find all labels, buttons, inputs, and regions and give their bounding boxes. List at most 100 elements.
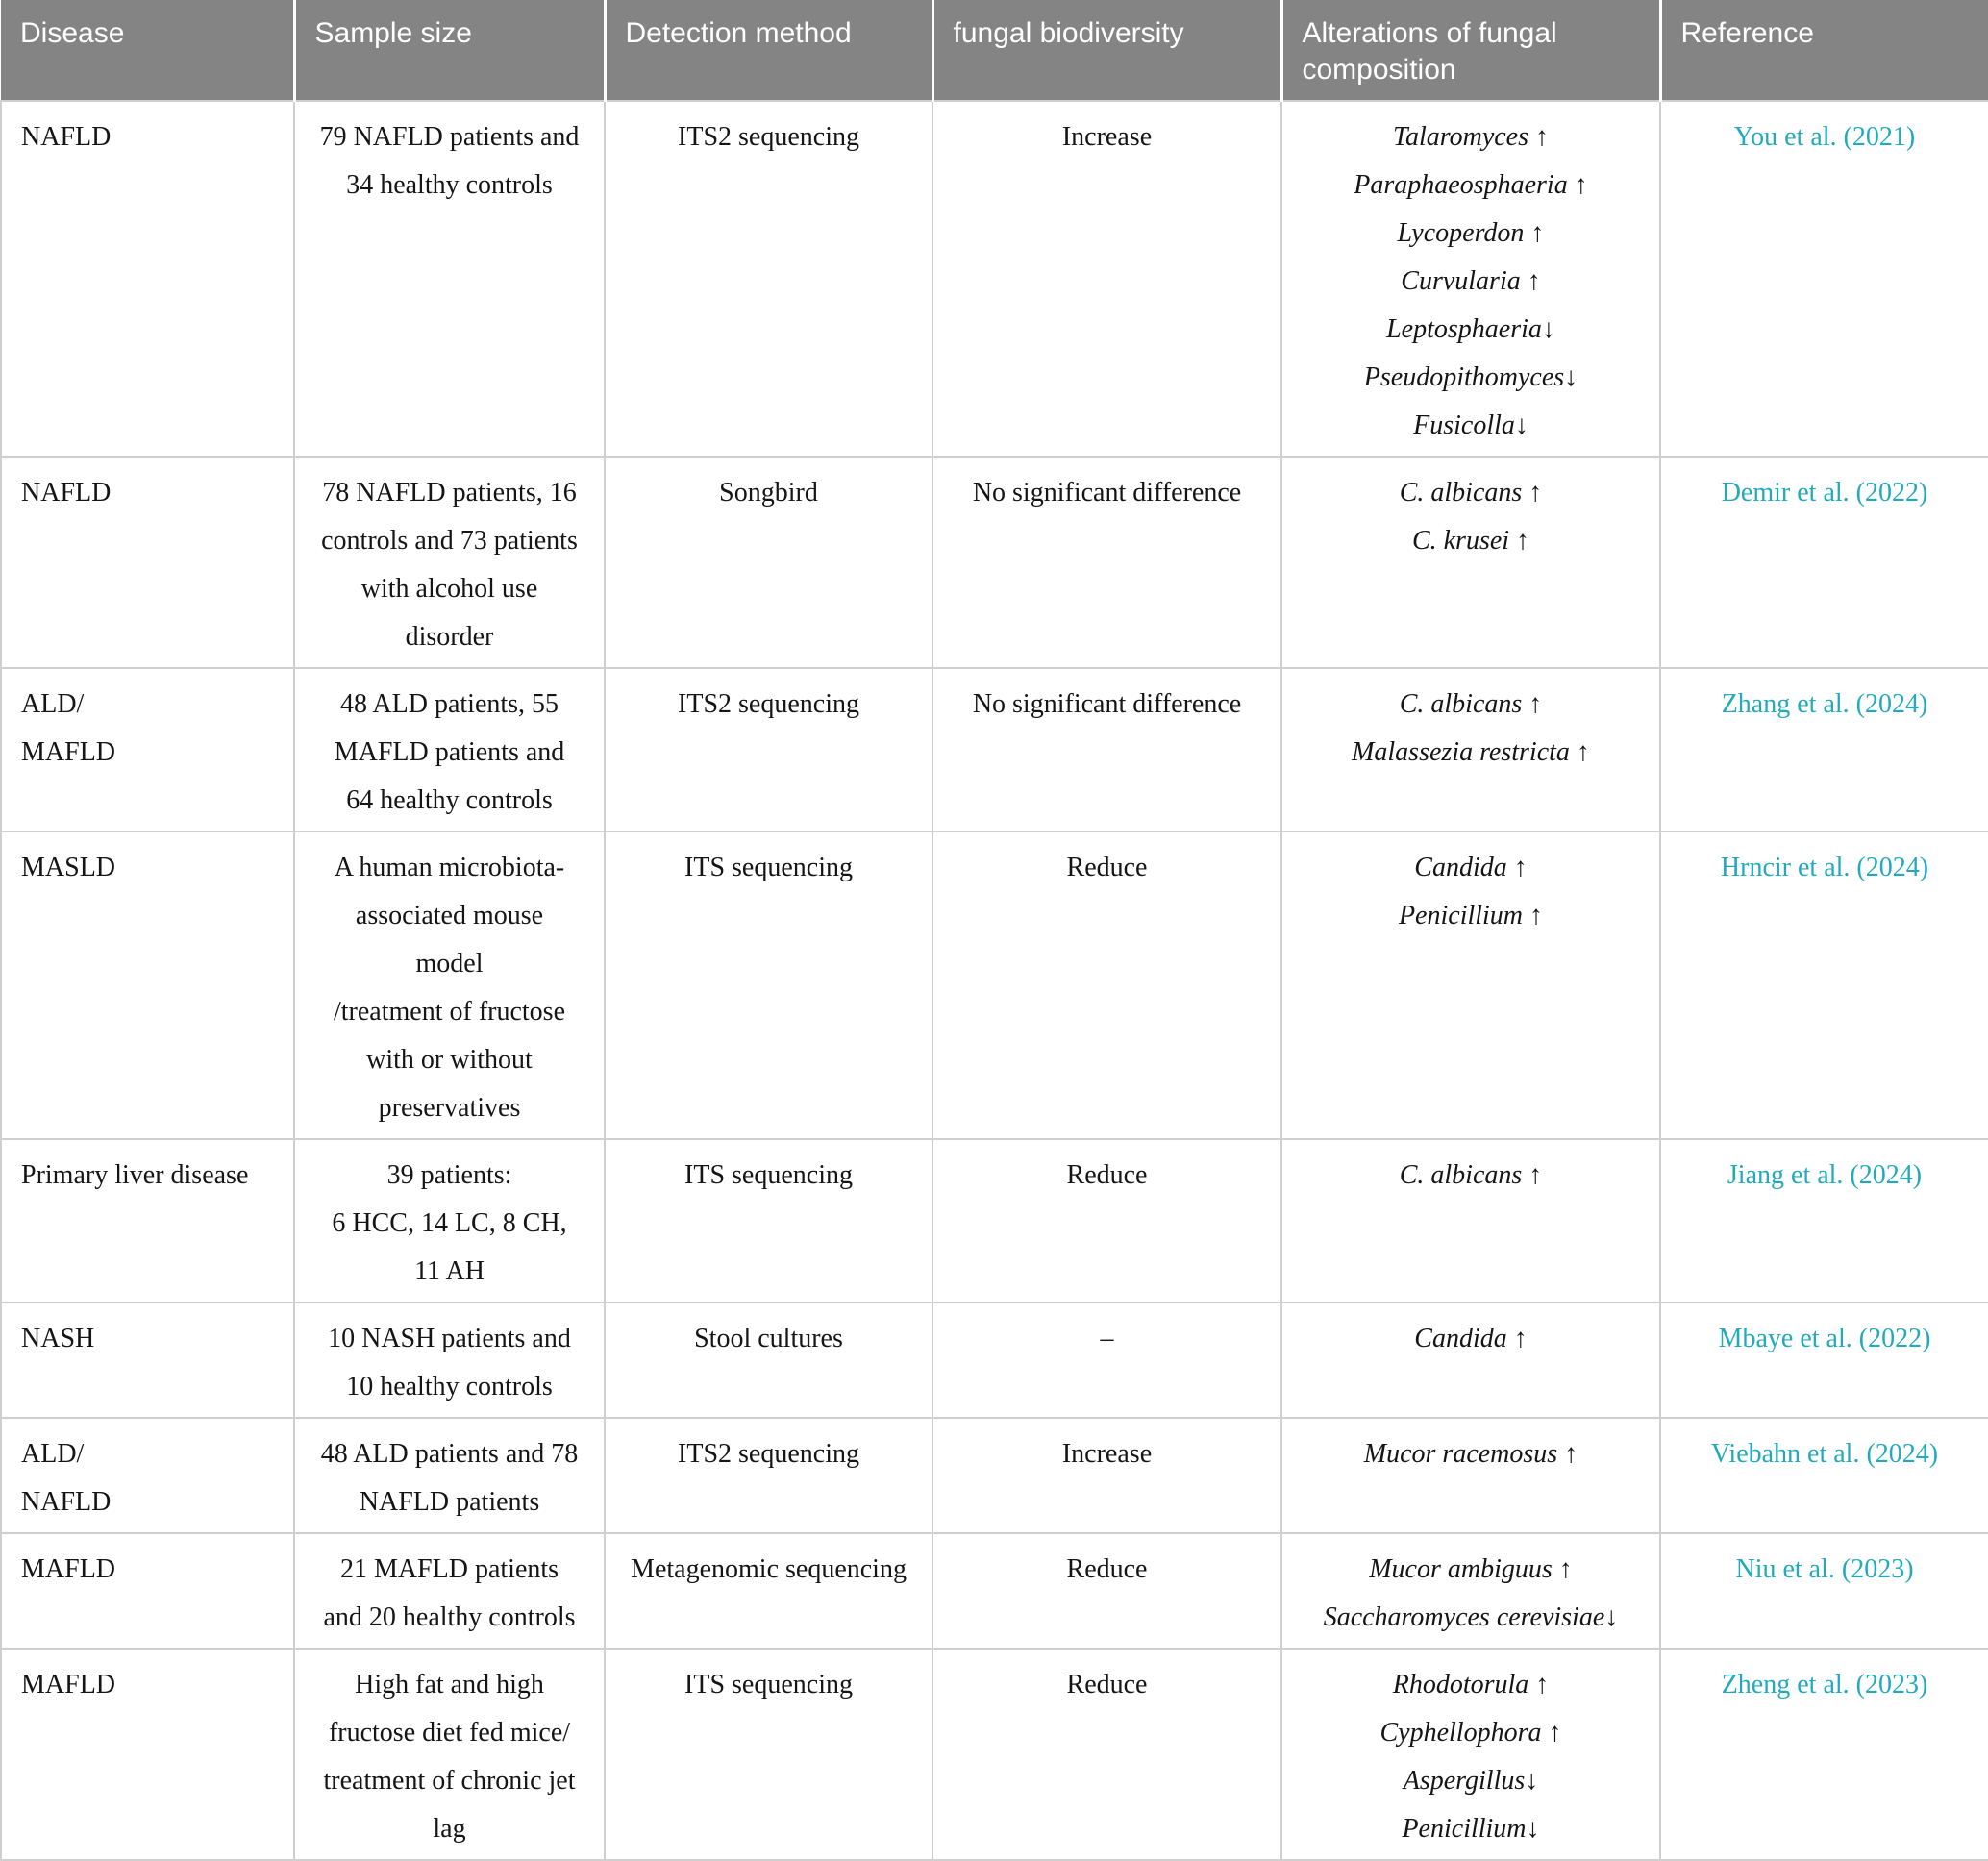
sample-size-line: and 20 healthy controls (323, 1602, 576, 1632)
alterations-line: Penicillium ↑ (1398, 901, 1544, 930)
column-header-alterations: Alterations of fungal composition (1280, 0, 1660, 102)
reference-line: Viebahn et al. (2024) (1669, 1430, 1980, 1478)
detection-method-cell: ITS2 sequencing (604, 100, 933, 458)
reference-line: Demir et al. (2022) (1669, 469, 1980, 517)
disease-line: NAFLD (21, 478, 112, 508)
fungal-biodiversity-line: Reduce (1066, 1160, 1148, 1190)
table-body: NAFLD 79 NAFLD patients and 34 healthy con… (0, 100, 1988, 1861)
sample-size-cell: A human microbiota-associated mouse model… (293, 831, 606, 1140)
column-header-reference: Reference (1658, 0, 1988, 102)
fungal-biodiversity-line: Reduce (1066, 1670, 1148, 1700)
sample-size-line: 48 ALD patients and 78 (320, 1439, 579, 1469)
sample-size-cell: 79 NAFLD patients and 34 healthy controls (293, 100, 606, 458)
fungal-biodiversity-line: No significant difference (972, 689, 1242, 719)
sample-size-line: 78 NAFLD patients, 16 (322, 478, 577, 508)
sample-size-line: High fat and high (355, 1670, 544, 1700)
sample-size-line: 6 HCC, 14 LC, 8 CH, (332, 1208, 567, 1238)
disease-cell: MAFLD (0, 1532, 295, 1650)
detection-method-cell: ITS2 sequencing (604, 1417, 933, 1534)
alterations-line: Curvularia ↑ (1401, 266, 1541, 296)
disease-line: MAFLD (21, 1554, 116, 1584)
alterations-line: Leptosphaeria↓ (1386, 314, 1555, 344)
table-row: Primary liver disease 39 patients: 6 HCC, … (0, 1138, 1988, 1303)
reference-link[interactable]: Niu et al. (2023) (1735, 1554, 1914, 1584)
fungal-biodiversity-cell: Reduce (932, 1532, 1282, 1650)
alterations-line: Malassezia restricta ↑ (1352, 737, 1590, 767)
disease-line: NAFLD (21, 122, 112, 152)
fungal-biodiversity-line: Increase (1061, 1439, 1153, 1469)
table-row: MAFLD High fat and high fructose diet fed … (0, 1648, 1988, 1861)
detection-method-line: Songbird (719, 478, 818, 508)
detection-method-line: ITS2 sequencing (678, 689, 859, 719)
table-row: MAFLD 21 MAFLD patients and 20 healthy con… (0, 1532, 1988, 1650)
alterations-cell: C. albicans ↑ C. krusei ↑ (1280, 456, 1661, 669)
sample-size-cell: 10 NASH patients and 10 healthy controls (293, 1302, 606, 1419)
reference-link[interactable]: You et al. (2021) (1733, 122, 1916, 152)
sample-size-line: 10 healthy controls (346, 1372, 553, 1402)
fungal-biodiversity-cell: Increase (932, 1417, 1282, 1534)
reference-cell: You et al. (2021) (1659, 100, 1988, 458)
fungal-biodiversity-cell: Reduce (932, 1648, 1282, 1861)
sample-size-line: preservatives (378, 1093, 521, 1123)
reference-line: Mbaye et al. (2022) (1669, 1315, 1980, 1363)
reference-line: Zheng et al. (2023) (1669, 1661, 1980, 1709)
fungal-biodiversity-cell: – (932, 1302, 1282, 1419)
sample-size-line: A human microbiota- (334, 853, 565, 882)
disease-line: MASLD (21, 853, 116, 882)
reference-cell: Hrncir et al. (2024) (1659, 831, 1988, 1140)
sample-size-line: controls and 73 patients (321, 526, 578, 556)
reference-cell: Demir et al. (2022) (1659, 456, 1988, 669)
sample-size-line: 64 healthy controls (346, 785, 553, 815)
alterations-line: Fusicolla↓ (1413, 410, 1528, 440)
sample-size-line: disorder (405, 622, 494, 652)
disease-cell: Primary liver disease (0, 1138, 295, 1303)
sample-size-line: MAFLD patients and (334, 737, 565, 767)
reference-link[interactable]: Zheng et al. (2023) (1721, 1670, 1928, 1700)
alterations-line: Lycoperdon ↑ (1397, 218, 1545, 248)
detection-method-cell: Metagenomic sequencing (604, 1532, 933, 1650)
sample-size-line: 79 NAFLD patients and (319, 122, 580, 152)
sample-size-line: with alcohol use (360, 574, 538, 604)
disease-cell: NASH (0, 1302, 295, 1419)
alterations-cell: Rhodotorula ↑ Cyphellophora ↑ Aspergillus↓… (1280, 1648, 1661, 1861)
alterations-cell: C. albicans ↑ Malassezia restricta ↑ (1280, 667, 1661, 832)
fungal-biodiversity-cell: No significant difference (932, 667, 1282, 832)
disease-line: MAFLD (21, 737, 116, 767)
sample-size-cell: 78 NAFLD patients, 16 controls and 73 pat… (293, 456, 606, 669)
detection-method-cell: Songbird (604, 456, 933, 669)
sample-size-line: associated mouse (355, 901, 544, 930)
reference-line: Zhang et al. (2024) (1669, 681, 1980, 729)
alterations-line: C. krusei ↑ (1411, 526, 1530, 556)
reference-link[interactable]: Hrncir et al. (2024) (1720, 853, 1929, 882)
alterations-line: Talaromyces ↑ (1392, 122, 1550, 152)
sample-size-cell: 48 ALD patients and 78 NAFLD patients (293, 1417, 606, 1534)
fungal-biodiversity-cell: No significant difference (932, 456, 1282, 669)
alterations-cell: Talaromyces ↑ Paraphaeosphaeria ↑ Lycoperd… (1280, 100, 1661, 458)
alterations-line: C. albicans ↑ (1399, 689, 1543, 719)
detection-method-cell: ITS sequencing (604, 831, 933, 1140)
fungal-biodiversity-line: No significant difference (972, 478, 1242, 508)
alterations-cell: Candida ↑ (1280, 1302, 1661, 1419)
alterations-line: Mucor ambiguus ↑ (1369, 1554, 1573, 1584)
disease-cell: NAFLD (0, 100, 295, 458)
fungal-biodiversity-cell: Reduce (932, 831, 1282, 1140)
reference-link[interactable]: Viebahn et al. (2024) (1710, 1439, 1939, 1469)
table-row: ALD/NAFLD 48 ALD patients and 78 NAFLD pat… (0, 1417, 1988, 1534)
column-header-disease: Disease (1, 0, 294, 102)
disease-cell: MAFLD (0, 1648, 295, 1861)
sample-size-cell: 48 ALD patients, 55 MAFLD patients and 64 … (293, 667, 606, 832)
detection-method-line: Stool cultures (694, 1324, 843, 1353)
alterations-line: Aspergillus↓ (1403, 1766, 1539, 1796)
detection-method-cell: ITS sequencing (604, 1648, 933, 1861)
detection-method-line: ITS2 sequencing (678, 1439, 859, 1469)
reference-link[interactable]: Jiang et al. (2024) (1727, 1160, 1923, 1190)
sample-size-line: 48 ALD patients, 55 (339, 689, 559, 719)
sample-size-line: 34 healthy controls (346, 170, 553, 200)
reference-link[interactable]: Demir et al. (2022) (1721, 478, 1928, 508)
reference-link[interactable]: Zhang et al. (2024) (1721, 689, 1928, 719)
alterations-cell: Candida ↑ Penicillium ↑ (1280, 831, 1661, 1140)
reference-line: You et al. (2021) (1669, 113, 1980, 161)
reference-link[interactable]: Mbaye et al. (2022) (1718, 1324, 1931, 1353)
